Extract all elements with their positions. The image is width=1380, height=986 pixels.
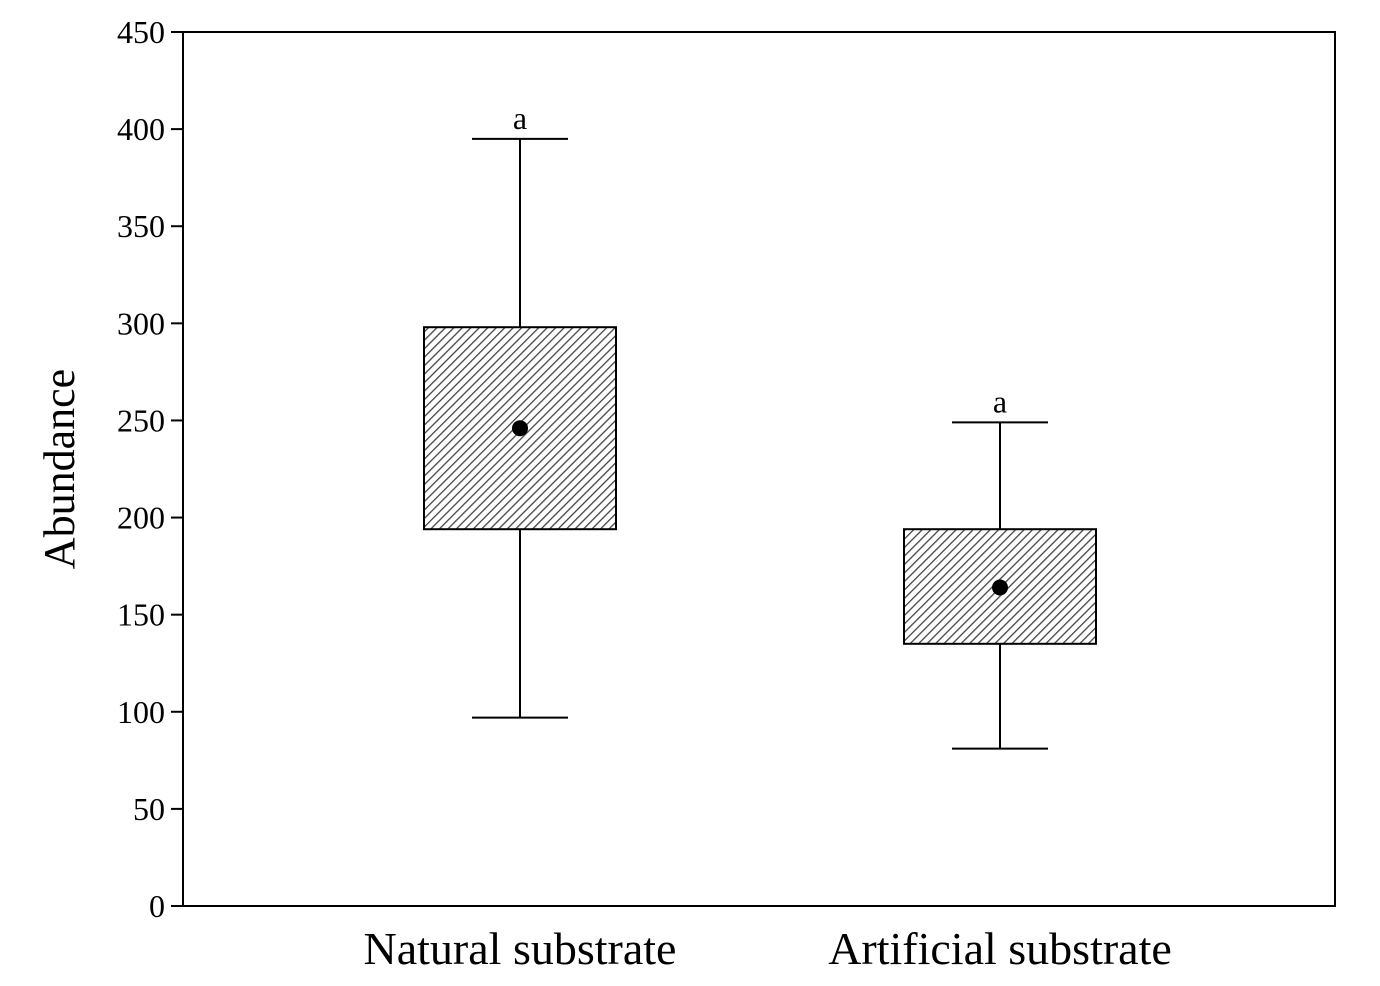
x-axis-labels: Natural substrate Artificial substrate [364,923,1172,974]
plot-frame [182,31,1336,907]
y-tick-label: 0 [149,888,165,924]
significance-letter: a [513,100,527,136]
y-tick-label: 50 [133,791,165,827]
y-tick-label: 350 [117,208,165,244]
y-tick-label: 150 [117,597,165,633]
y-tick-label: 300 [117,305,165,341]
y-tick-label: 200 [117,500,165,536]
box-series: a [903,383,1097,750]
y-tick-label: 400 [117,111,165,147]
box-series: a [423,100,617,719]
x-category-label: Natural substrate [364,923,677,974]
y-axis-title: Abundance [35,369,84,569]
box-group: aa [423,100,1097,750]
mean-point [992,579,1008,596]
mean-point [512,420,528,437]
y-tick-label: 100 [117,694,165,730]
significance-letter: a [993,383,1007,419]
y-tick-label: 450 [117,14,165,50]
x-category-label: Artificial substrate [828,923,1172,974]
y-tick-label: 250 [117,402,165,438]
y-axis-ticks: 0 50 100 150 200 250 300 350 400 450 [117,14,183,924]
